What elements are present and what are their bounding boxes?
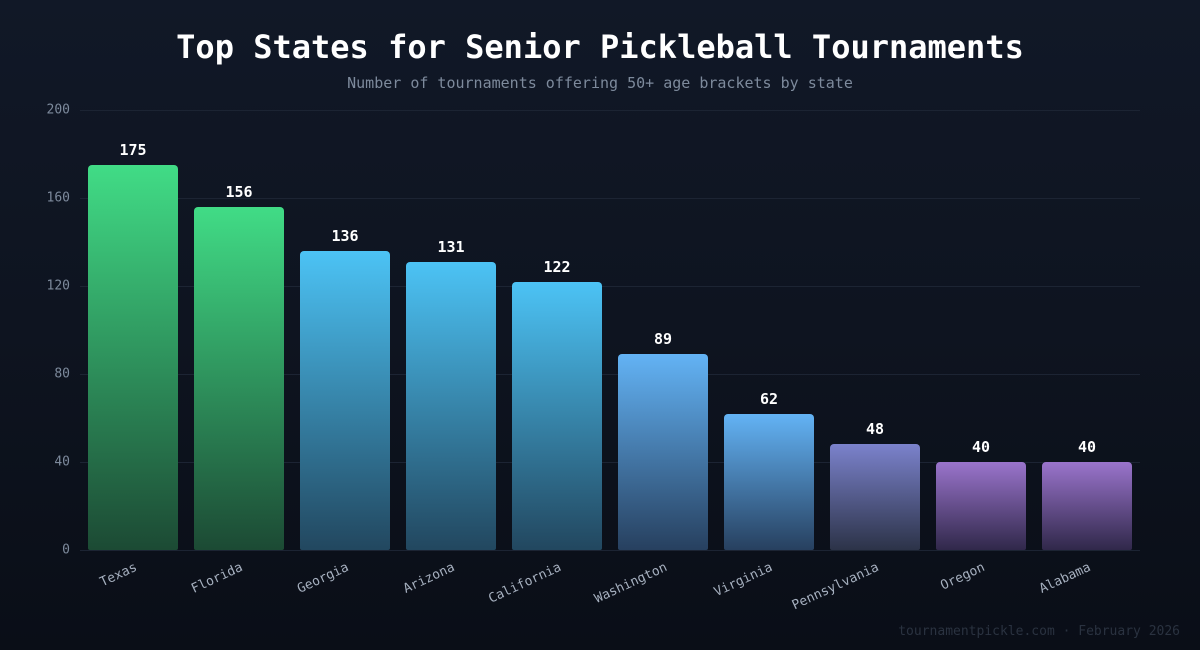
bar-florida [194,206,284,550]
x-tick-label: Oregon [938,560,988,594]
chart-title: Top States for Senior Pickleball Tournam… [176,28,1024,66]
y-tick-label: 40 [54,454,70,470]
x-tick-label: Florida [189,560,246,597]
bar-value-label: 175 [119,141,147,159]
bar-arizona [406,261,496,550]
x-tick-label: Arizona [401,560,458,597]
bar-value-label: 156 [225,182,253,201]
bar-value-label: 40 [1077,438,1097,456]
gridline [80,550,1140,551]
bar-oregon [936,462,1026,550]
bar-value-label: 136 [331,226,359,245]
x-tick-label: Pennsylvania [789,560,882,614]
bar-virginia [724,413,814,550]
y-tick-label: 120 [46,278,70,294]
bar-value-label: 122 [543,257,571,276]
bar-washington [618,354,708,550]
y-tick-label: 0 [62,542,70,558]
bar-value-label: 48 [865,420,885,439]
chart-subtitle: Number of tournaments offering 50+ age b… [347,74,853,92]
bar-value-label: 40 [971,438,991,456]
bar-pennsylvania [830,444,920,550]
bar-value-label: 131 [437,237,465,256]
x-tick-label: Texas [97,560,140,591]
bar-texas [88,165,178,550]
y-tick-label: 160 [46,190,70,206]
y-tick-label: 80 [54,366,70,382]
gridline [80,110,1140,111]
gridline [80,286,1140,287]
gridline [80,374,1140,375]
x-tick-label: Alabama [1037,560,1094,597]
bar-value-label: 89 [653,330,673,349]
bar-california [512,281,602,550]
gridline [80,462,1140,463]
bar-value-label: 62 [759,389,779,408]
bar-georgia [300,250,390,550]
gridline [80,198,1140,199]
x-tick-label: Washington [592,560,670,607]
footer-credit: tournamentpickle.com · February 2026 [898,624,1180,639]
y-tick-label: 200 [46,102,70,118]
bar-alabama [1042,462,1132,550]
x-tick-label: Georgia [295,560,352,597]
x-tick-label: California [486,560,564,607]
x-tick-label: Virginia [711,560,775,601]
